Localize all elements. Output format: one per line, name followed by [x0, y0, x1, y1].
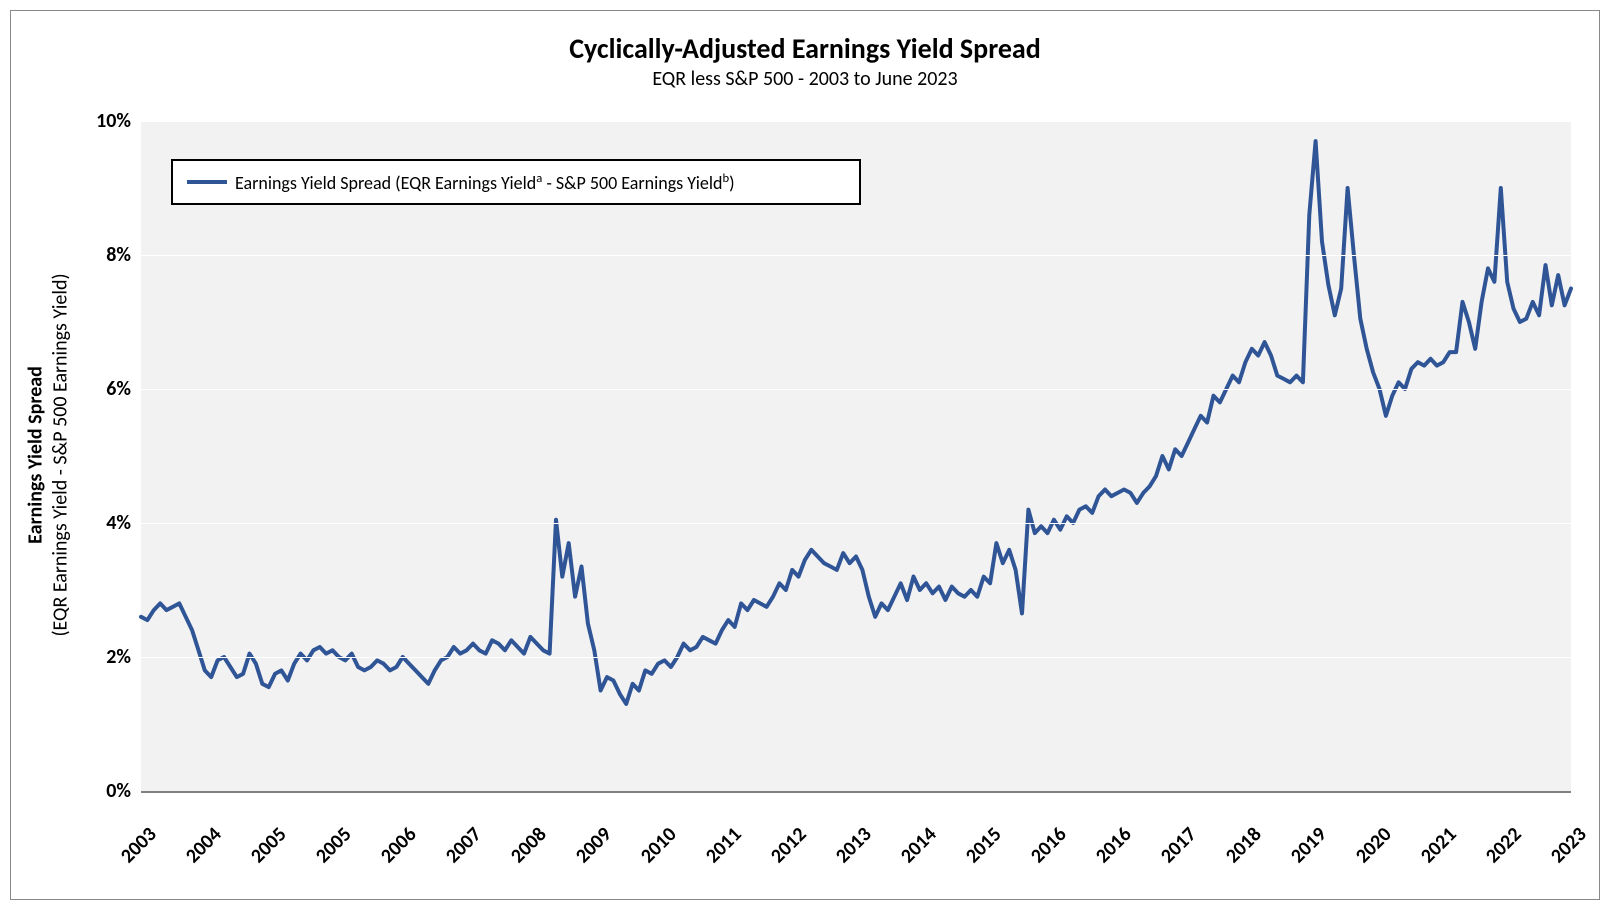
- y-axis-title-bold: Earnings Yield Spread: [24, 273, 49, 636]
- line-series: [141, 121, 1571, 791]
- legend: Earnings Yield Spread (EQR Earnings Yiel…: [171, 159, 861, 205]
- x-tick-label: 2004: [167, 823, 226, 882]
- x-tick-label: 2011: [687, 823, 746, 882]
- x-tick-label: 2021: [1402, 823, 1461, 882]
- x-tick-label: 2013: [817, 823, 876, 882]
- legend-text-prefix: Earnings Yield Spread (EQR Earnings Yiel…: [235, 172, 536, 194]
- x-tick-label: 2015: [947, 823, 1006, 882]
- x-tick-label: 2023: [1532, 823, 1591, 882]
- y-axis-title-group: Earnings Yield Spread (EQR Earnings Yiel…: [29, 11, 69, 899]
- x-tick-label: 2008: [492, 823, 551, 882]
- x-tick-label: 2022: [1467, 823, 1526, 882]
- x-tick-label: 2010: [622, 823, 681, 882]
- legend-text-suffix: ): [729, 172, 734, 194]
- y-tick-label: 6%: [81, 377, 131, 401]
- chart-subtitle: EQR less S&P 500 - 2003 to June 2023: [11, 67, 1599, 91]
- plot-area: [141, 121, 1571, 793]
- y-axis-title-sub: (EQR Earnings Yield - S&P 500 Earnings Y…: [49, 273, 73, 636]
- gridline: [141, 255, 1571, 256]
- x-tick-label: 2003: [102, 823, 161, 882]
- gridline: [141, 389, 1571, 390]
- legend-text-mid: - S&P 500 Earnings Yield: [542, 172, 722, 194]
- x-tick-label: 2016: [1077, 823, 1136, 882]
- x-tick-label: 2020: [1337, 823, 1396, 882]
- y-tick-label: 8%: [81, 243, 131, 267]
- x-tick-label: 2014: [882, 823, 941, 882]
- x-tick-label: 2009: [557, 823, 616, 882]
- chart-frame: Cyclically-Adjusted Earnings Yield Sprea…: [10, 10, 1600, 900]
- x-tick-label: 2006: [362, 823, 421, 882]
- legend-text: Earnings Yield Spread (EQR Earnings Yiel…: [235, 171, 735, 194]
- x-tick-label: 2007: [427, 823, 486, 882]
- x-tick-label: 2018: [1207, 823, 1266, 882]
- x-tick-label: 2005: [232, 823, 291, 882]
- y-tick-label: 4%: [81, 511, 131, 535]
- chart-title: Cyclically-Adjusted Earnings Yield Sprea…: [11, 31, 1599, 66]
- y-tick-label: 10%: [81, 109, 131, 133]
- y-tick-label: 0%: [81, 779, 131, 803]
- series-line: [141, 141, 1571, 704]
- legend-line: [187, 180, 227, 184]
- x-tick-label: 2012: [752, 823, 811, 882]
- x-tick-label: 2016: [1012, 823, 1071, 882]
- gridline: [141, 523, 1571, 524]
- gridline: [141, 121, 1571, 122]
- gridline: [141, 657, 1571, 658]
- x-tick-label: 2005: [297, 823, 356, 882]
- y-axis-title: Earnings Yield Spread (EQR Earnings Yiel…: [24, 273, 74, 636]
- y-tick-label: 2%: [81, 645, 131, 669]
- x-tick-label: 2019: [1272, 823, 1331, 882]
- x-tick-label: 2017: [1142, 823, 1201, 882]
